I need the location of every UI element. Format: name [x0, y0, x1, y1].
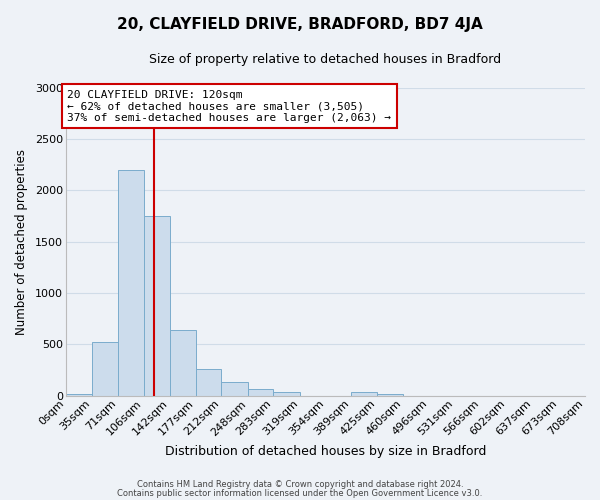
Bar — [377, 394, 403, 396]
Bar — [196, 369, 221, 396]
Text: Contains HM Land Registry data © Crown copyright and database right 2024.: Contains HM Land Registry data © Crown c… — [137, 480, 463, 489]
Y-axis label: Number of detached properties: Number of detached properties — [15, 148, 28, 334]
Bar — [351, 392, 377, 396]
Title: Size of property relative to detached houses in Bradford: Size of property relative to detached ho… — [149, 52, 502, 66]
Text: Contains public sector information licensed under the Open Government Licence v3: Contains public sector information licen… — [118, 488, 482, 498]
Bar — [92, 342, 118, 396]
Bar — [248, 389, 274, 396]
Bar — [221, 382, 248, 396]
Bar — [143, 216, 170, 396]
Bar — [170, 330, 196, 396]
Bar — [118, 170, 143, 396]
Bar — [274, 392, 300, 396]
X-axis label: Distribution of detached houses by size in Bradford: Distribution of detached houses by size … — [165, 444, 486, 458]
Text: 20, CLAYFIELD DRIVE, BRADFORD, BD7 4JA: 20, CLAYFIELD DRIVE, BRADFORD, BD7 4JA — [117, 18, 483, 32]
Bar — [66, 394, 92, 396]
Text: 20 CLAYFIELD DRIVE: 120sqm
← 62% of detached houses are smaller (3,505)
37% of s: 20 CLAYFIELD DRIVE: 120sqm ← 62% of deta… — [67, 90, 391, 123]
